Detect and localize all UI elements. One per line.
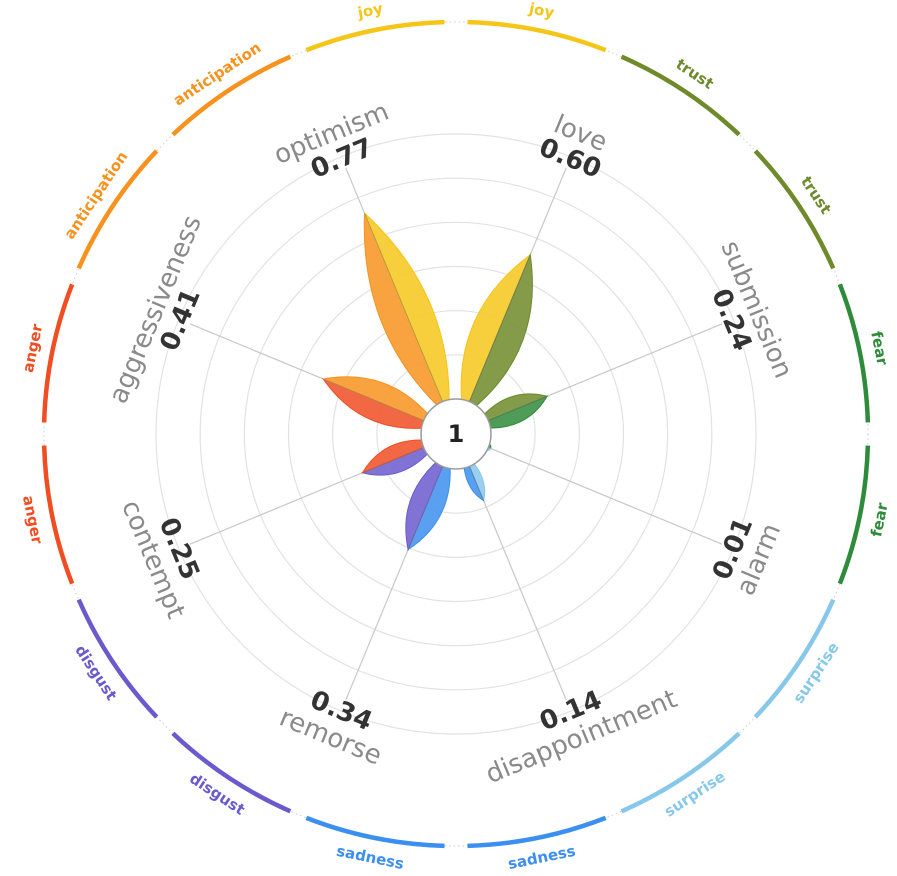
grid-ring — [376, 354, 536, 514]
aggressiveness-petal-vein — [323, 378, 439, 428]
fear-label: fear — [867, 501, 892, 539]
optimism-petal-vein — [364, 212, 450, 417]
disgust-label: disgust — [71, 642, 120, 704]
trust-arc — [753, 149, 836, 270]
surprise-arc — [620, 731, 741, 814]
remorse-petal-vein — [407, 451, 450, 550]
sadness-label: sadness — [335, 842, 406, 873]
center-label: 1 — [448, 420, 465, 448]
joy-label: joy — [527, 0, 556, 22]
outer-emotion-arcs — [41, 19, 871, 849]
outer-dotted-ring — [43, 21, 869, 847]
joy-arc — [305, 19, 445, 53]
anticipation-arc — [171, 54, 292, 137]
sadness-arc — [305, 815, 445, 849]
fear-arc — [837, 283, 871, 423]
joy-arc — [467, 19, 607, 53]
joy-label: joy — [355, 0, 384, 22]
grid-ring — [287, 265, 625, 603]
love-petal-vein — [462, 254, 531, 417]
disgust-arc — [171, 731, 292, 814]
fear-label: fear — [867, 330, 892, 368]
anger-label: anger — [19, 322, 47, 374]
trust-arc — [620, 54, 741, 137]
anger-arc — [41, 445, 75, 585]
grid-ring — [199, 177, 713, 691]
center-badge: 1 — [420, 398, 492, 470]
grid-rings — [155, 133, 757, 735]
axis-spoke — [488, 446, 723, 545]
dyad-petals — [321, 212, 549, 552]
anticipation-arc — [76, 149, 159, 270]
fear-arc — [837, 445, 871, 585]
anger-arc — [41, 283, 75, 423]
center-circle — [420, 398, 492, 470]
axis-spoke — [468, 466, 567, 701]
disgust-arc — [76, 598, 159, 719]
grid-ring — [332, 310, 580, 558]
sadness-arc — [467, 815, 607, 849]
disgust-label: disgust — [186, 769, 248, 818]
surprise-arc — [753, 598, 836, 719]
surprise-label: surprise — [661, 767, 729, 820]
grid-ring — [243, 221, 669, 647]
grid-ring — [155, 133, 757, 735]
sadness-label: sadness — [506, 842, 577, 873]
anger-label: anger — [19, 494, 47, 546]
surprise-label: surprise — [789, 639, 842, 707]
